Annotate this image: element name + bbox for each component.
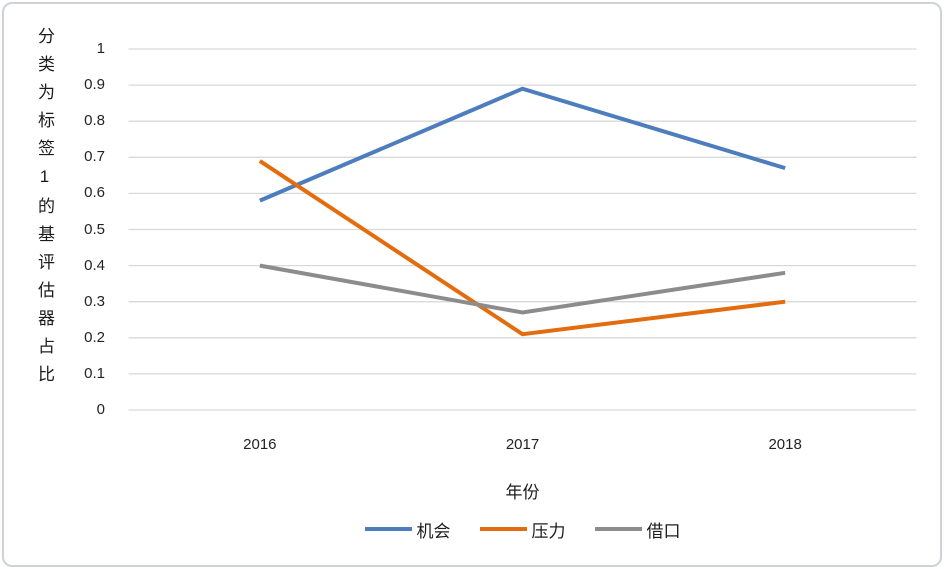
y-tick-label: 0.8 [84,112,105,130]
y-tick-label: 0.6 [84,184,105,202]
series-line-3 [259,263,786,315]
y-tick-label: 0.1 [84,364,105,382]
series-line-2 [258,159,786,337]
legend-item-1: 机会 [364,517,451,542]
x-tick-label: 2016 [243,436,277,453]
y-tick-label: 0.4 [84,256,105,274]
x-axis-title: 年份 [505,483,540,502]
legend-label: 借口 [646,521,681,541]
legend-swatch [364,527,412,531]
y-tick-label: 1 [96,40,105,57]
y-axis-title: 分类为标签1的基评估器占比 [35,27,54,393]
legend-item-2: 压力 [479,517,566,542]
y-tick-label: 0.9 [84,76,105,94]
legend-label: 机会 [416,521,451,541]
y-tick-label: 0.5 [84,220,105,238]
y-tick-label: 0.2 [84,328,105,346]
legend-label: 压力 [531,521,566,541]
series-line-1 [259,86,786,203]
y-tick-label: 0.3 [84,292,105,310]
legend-item-3: 借口 [594,517,681,542]
x-tick-label: 2018 [768,436,802,453]
y-tick-label: 0 [96,401,105,418]
y-tick-label: 0.7 [84,148,105,166]
legend: 机会 压力 借口 [128,517,917,541]
legend-swatch [594,527,642,531]
legend-swatch [479,527,527,531]
x-tick-label: 2017 [505,436,540,453]
